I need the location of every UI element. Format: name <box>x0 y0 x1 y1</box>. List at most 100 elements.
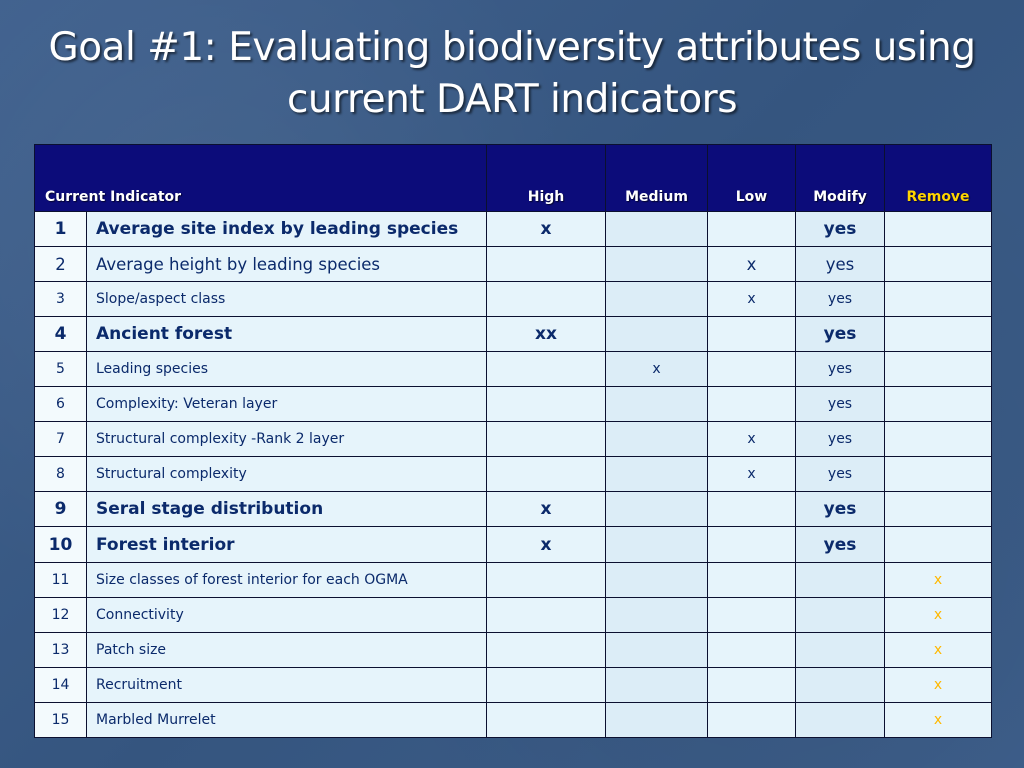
remove-cell <box>884 386 993 422</box>
indicator-name: Recruitment <box>85 667 488 703</box>
header-modify: Modify <box>795 144 886 212</box>
medium-cell <box>605 316 709 352</box>
modify-cell <box>795 667 886 703</box>
table-row: 3 Slope/aspect class x yes <box>34 281 993 317</box>
modify-cell: yes <box>795 386 886 422</box>
slide-title: Goal #1: Evaluating biodiversity attribu… <box>48 25 976 122</box>
modify-cell: yes <box>795 421 886 457</box>
modify-cell: yes <box>795 246 886 282</box>
high-cell <box>486 702 607 738</box>
high-cell <box>486 351 607 387</box>
table-row: 8 Structural complexity x yes <box>34 456 993 492</box>
table-row: 9 Seral stage distribution x yes <box>34 491 993 527</box>
high-cell <box>486 421 607 457</box>
low-cell <box>707 667 797 703</box>
table-row: 14 Recruitment x <box>34 667 993 703</box>
modify-cell: yes <box>795 211 886 247</box>
row-number: 2 <box>34 246 87 282</box>
medium-cell <box>605 281 709 317</box>
low-cell: x <box>707 246 797 282</box>
modify-cell: yes <box>795 281 886 317</box>
low-cell <box>707 702 797 738</box>
table-row: 12 Connectivity x <box>34 597 993 633</box>
indicator-name: Size classes of forest interior for each… <box>85 562 488 598</box>
row-number: 15 <box>34 702 87 738</box>
remove-cell: x <box>884 702 993 738</box>
remove-cell <box>884 526 993 563</box>
modify-cell: yes <box>795 316 886 352</box>
remove-cell: x <box>884 667 993 703</box>
row-number: 10 <box>34 526 87 563</box>
table-header-row: Current Indicator High Medium Low Modify… <box>33 144 993 212</box>
high-cell <box>486 246 607 282</box>
modify-cell: yes <box>795 456 886 492</box>
table-row: 1 Average site index by leading species x y… <box>34 211 993 247</box>
indicator-name: Ancient forest <box>85 316 488 352</box>
modify-cell <box>795 562 886 598</box>
low-cell <box>707 491 797 527</box>
indicator-name: Leading species <box>85 351 488 387</box>
remove-cell <box>884 351 993 387</box>
table-row: 13 Patch size x <box>34 632 993 668</box>
medium-cell <box>605 491 709 527</box>
high-cell <box>486 281 607 317</box>
table-row: 10 Forest interior x yes <box>34 526 993 563</box>
indicator-name: Marbled Murrelet <box>85 702 488 738</box>
row-number: 13 <box>34 632 87 668</box>
modify-cell: yes <box>795 351 886 387</box>
high-cell <box>486 667 607 703</box>
high-cell <box>486 562 607 598</box>
indicator-name: Complexity: Veteran layer <box>85 386 488 422</box>
low-cell <box>707 351 797 387</box>
row-number: 4 <box>34 316 87 352</box>
high-cell <box>486 386 607 422</box>
high-cell <box>486 632 607 668</box>
table-row: 7 Structural complexity -Rank 2 layer x yes <box>34 421 993 457</box>
low-cell: x <box>707 456 797 492</box>
high-cell: x <box>486 526 607 563</box>
high-cell <box>486 456 607 492</box>
table-row: 6 Complexity: Veteran layer yes <box>34 386 993 422</box>
row-number: 5 <box>34 351 87 387</box>
medium-cell <box>605 597 709 633</box>
medium-cell <box>605 702 709 738</box>
medium-cell <box>605 562 709 598</box>
table-row: 11 Size classes of forest interior for ea… <box>34 562 993 598</box>
remove-cell <box>884 421 993 457</box>
modify-cell <box>795 632 886 668</box>
remove-cell <box>884 456 993 492</box>
table-row: 5 Leading species x yes <box>34 351 993 387</box>
indicator-name: Structural complexity -Rank 2 layer <box>85 421 488 457</box>
table-row: 2 Average height by leading species x yes <box>34 246 993 282</box>
indicator-name: Average site index by leading species <box>85 211 488 247</box>
low-cell <box>707 632 797 668</box>
row-number: 8 <box>34 456 87 492</box>
remove-cell: x <box>884 632 993 668</box>
header-remove: Remove <box>884 144 993 212</box>
modify-cell <box>795 702 886 738</box>
remove-cell <box>884 246 993 282</box>
header-high: High <box>486 144 607 212</box>
medium-cell <box>605 526 709 563</box>
row-number: 11 <box>34 562 87 598</box>
modify-cell <box>795 597 886 633</box>
indicator-name: Seral stage distribution <box>85 491 488 527</box>
indicator-table: Current Indicator High Medium Low Modify… <box>33 144 993 738</box>
remove-cell: x <box>884 562 993 598</box>
low-cell <box>707 562 797 598</box>
header-medium: Medium <box>605 144 709 212</box>
low-cell: x <box>707 421 797 457</box>
low-cell <box>707 316 797 352</box>
row-number: 9 <box>34 491 87 527</box>
medium-cell <box>605 421 709 457</box>
low-cell <box>707 386 797 422</box>
header-low: Low <box>707 144 797 212</box>
low-cell: x <box>707 281 797 317</box>
remove-cell: x <box>884 597 993 633</box>
medium-cell <box>605 667 709 703</box>
indicator-name: Structural complexity <box>85 456 488 492</box>
medium-cell <box>605 456 709 492</box>
medium-cell <box>605 246 709 282</box>
high-cell: x <box>486 211 607 247</box>
high-cell: x <box>486 491 607 527</box>
